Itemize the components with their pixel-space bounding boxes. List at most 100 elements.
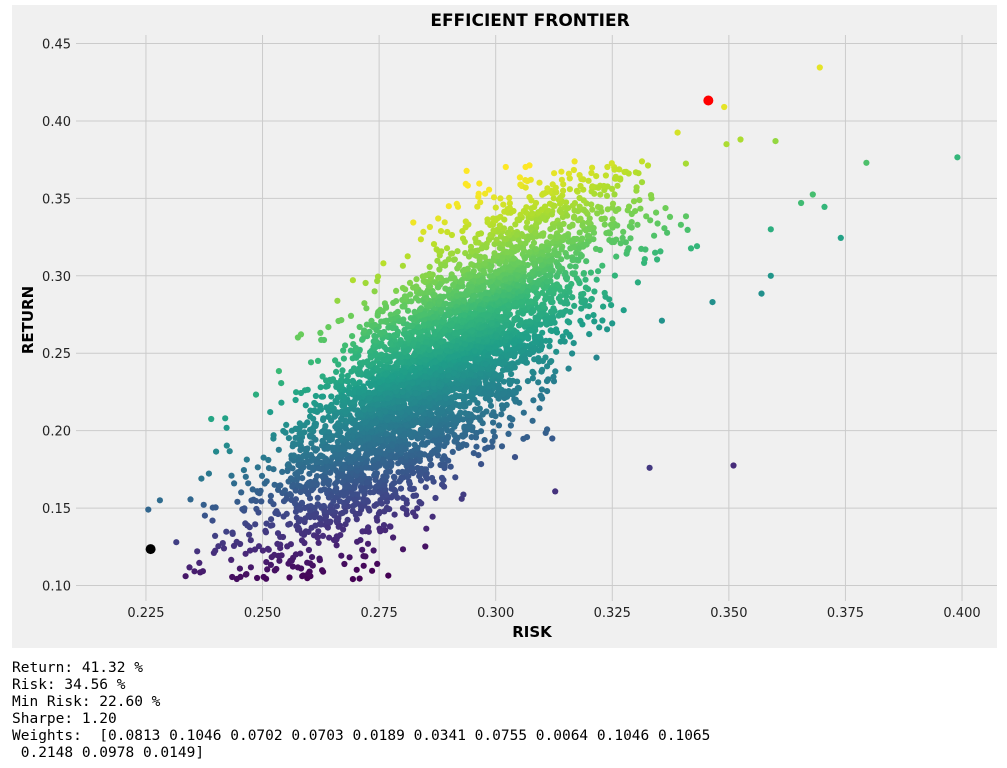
portfolio-point bbox=[246, 531, 253, 538]
portfolio-point bbox=[156, 497, 163, 504]
portfolio-point bbox=[427, 351, 434, 358]
portfolio-point bbox=[483, 336, 491, 343]
portfolio-point bbox=[373, 365, 380, 372]
x-tick-label: 0.250 bbox=[244, 606, 281, 621]
portfolio-point bbox=[491, 350, 498, 357]
portfolio-point bbox=[319, 437, 326, 444]
portfolio-point bbox=[547, 265, 554, 272]
portfolio-point bbox=[535, 333, 543, 340]
portfolio-point bbox=[426, 369, 433, 376]
portfolio-point bbox=[263, 559, 270, 566]
portfolio-point bbox=[346, 383, 353, 391]
portfolio-point bbox=[482, 361, 489, 368]
portfolio-point bbox=[389, 414, 396, 421]
portfolio-point bbox=[523, 359, 530, 366]
portfolio-point bbox=[468, 390, 475, 397]
portfolio-point bbox=[426, 395, 433, 402]
portfolio-point bbox=[372, 352, 379, 359]
portfolio-point bbox=[443, 347, 450, 354]
portfolio-point bbox=[493, 332, 500, 339]
portfolio-point bbox=[333, 542, 340, 549]
portfolio-point bbox=[450, 256, 457, 263]
portfolio-point bbox=[252, 497, 260, 505]
portfolio-point bbox=[604, 206, 611, 213]
portfolio-point bbox=[285, 435, 292, 442]
portfolio-point bbox=[393, 352, 400, 359]
portfolio-point bbox=[229, 529, 236, 536]
portfolio-point bbox=[446, 367, 453, 374]
portfolio-point bbox=[387, 340, 394, 347]
portfolio-point bbox=[423, 338, 430, 345]
portfolio-point bbox=[311, 407, 318, 414]
portfolio-point bbox=[222, 415, 229, 422]
portfolio-point bbox=[523, 333, 530, 340]
portfolio-point bbox=[721, 103, 728, 111]
portfolio-point bbox=[327, 469, 334, 476]
portfolio-point bbox=[441, 387, 448, 394]
portfolio-point bbox=[441, 326, 449, 333]
portfolio-point bbox=[611, 272, 619, 279]
portfolio-point bbox=[374, 560, 381, 568]
portfolio-point bbox=[569, 257, 576, 264]
portfolio-point bbox=[200, 501, 207, 508]
portfolio-point bbox=[306, 426, 314, 433]
portfolio-point bbox=[420, 228, 427, 235]
portfolio-point bbox=[491, 371, 498, 378]
portfolio-point bbox=[478, 365, 485, 372]
portfolio-point bbox=[392, 488, 399, 495]
portfolio-point bbox=[371, 389, 378, 396]
portfolio-point bbox=[339, 491, 346, 498]
portfolio-point bbox=[297, 389, 305, 397]
portfolio-point bbox=[182, 573, 189, 580]
portfolio-point bbox=[360, 486, 368, 493]
portfolio-point bbox=[390, 299, 397, 306]
portfolio-point bbox=[406, 279, 414, 286]
portfolio-point bbox=[374, 401, 381, 408]
portfolio-point bbox=[597, 191, 604, 198]
portfolio-point bbox=[415, 324, 422, 331]
portfolio-point bbox=[567, 245, 574, 252]
portfolio-point bbox=[580, 290, 587, 297]
portfolio-point bbox=[338, 383, 345, 390]
portfolio-point bbox=[487, 231, 494, 239]
portfolio-point bbox=[548, 358, 555, 365]
portfolio-point bbox=[583, 241, 590, 248]
portfolio-point bbox=[515, 282, 522, 289]
portfolio-point bbox=[540, 214, 547, 221]
portfolio-point bbox=[334, 297, 341, 304]
portfolio-point bbox=[486, 186, 493, 193]
portfolio-point bbox=[547, 233, 554, 240]
portfolio-point bbox=[502, 276, 509, 283]
portfolio-point bbox=[332, 357, 339, 364]
portfolio-point bbox=[484, 219, 491, 226]
portfolio-point bbox=[426, 263, 433, 270]
portfolio-point bbox=[503, 333, 510, 340]
portfolio-point bbox=[543, 378, 551, 385]
portfolio-point bbox=[299, 430, 306, 437]
portfolio-point bbox=[596, 324, 603, 331]
portfolio-point bbox=[399, 505, 407, 512]
portfolio-point bbox=[449, 448, 456, 455]
portfolio-point bbox=[374, 277, 381, 285]
portfolio-point bbox=[366, 406, 374, 413]
portfolio-point bbox=[271, 567, 278, 574]
portfolio-point bbox=[674, 129, 681, 136]
min-risk-point bbox=[145, 544, 156, 555]
portfolio-point bbox=[500, 378, 507, 385]
portfolio-point bbox=[442, 395, 449, 402]
portfolio-point bbox=[576, 203, 583, 210]
portfolio-point bbox=[409, 357, 416, 364]
portfolio-point bbox=[356, 379, 363, 386]
portfolio-point bbox=[276, 557, 283, 564]
portfolio-point bbox=[555, 263, 562, 270]
portfolio-point bbox=[478, 324, 485, 331]
portfolio-point bbox=[501, 358, 508, 365]
portfolio-point bbox=[432, 358, 439, 366]
portfolio-point bbox=[608, 160, 615, 167]
output-min-risk: Min Risk: 22.60 % bbox=[12, 694, 161, 710]
portfolio-point bbox=[627, 235, 634, 242]
portfolio-point bbox=[633, 187, 640, 194]
portfolio-point bbox=[258, 498, 265, 505]
portfolio-point bbox=[388, 441, 395, 448]
portfolio-point bbox=[293, 389, 300, 396]
